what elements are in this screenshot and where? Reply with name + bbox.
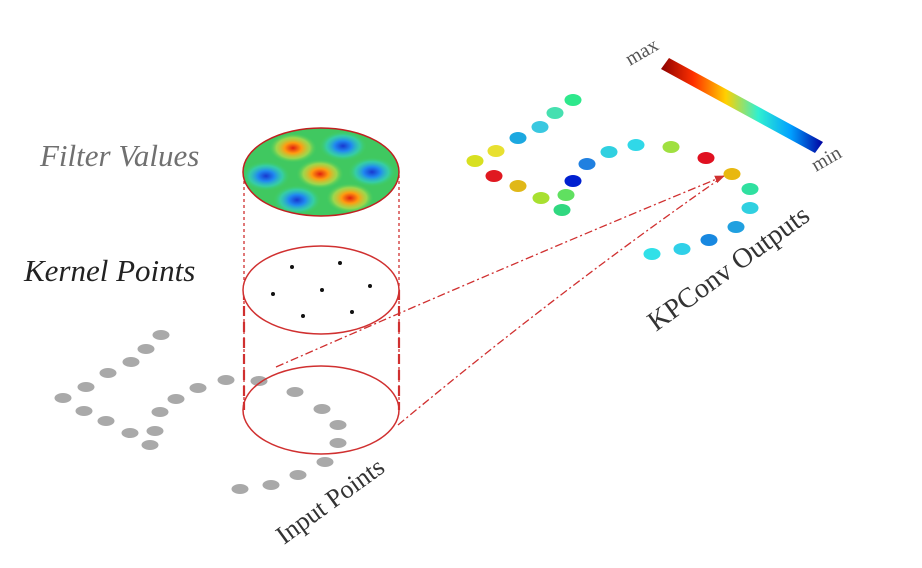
input-point [286, 387, 304, 397]
output-point [727, 221, 745, 233]
filter-hot-spot [296, 159, 344, 189]
output-point [509, 180, 527, 192]
input-neighborhood-disc [242, 365, 400, 455]
filter-cold-spot [348, 157, 396, 187]
output-point [643, 248, 661, 260]
output-point [564, 175, 582, 187]
output-point [697, 152, 715, 164]
filter-cold-spot [243, 161, 290, 191]
output-point [487, 145, 505, 157]
input-point [97, 416, 115, 426]
kernel-points-disc [242, 245, 400, 335]
input-point [141, 440, 159, 450]
input-point [77, 382, 95, 392]
input-point [121, 428, 139, 438]
output-point [600, 146, 618, 158]
input-point [152, 330, 170, 340]
input-point [99, 368, 117, 378]
input-point [189, 383, 207, 393]
projection-arrow-bottom [397, 175, 725, 426]
output-point [673, 243, 691, 255]
filter-cold-spot [319, 131, 367, 161]
output-point [662, 141, 680, 153]
input-point [313, 404, 331, 414]
input-point [122, 357, 140, 367]
colorbar: max min [622, 34, 846, 176]
output-point [723, 168, 741, 180]
input-point [329, 438, 347, 448]
input-point [151, 407, 169, 417]
input-point [250, 376, 268, 386]
input-point [262, 480, 280, 490]
output-point [700, 234, 718, 246]
input-point [329, 420, 347, 430]
input-point [137, 344, 155, 354]
input-points-cloud [54, 330, 347, 494]
output-point [741, 183, 759, 195]
input-points-label: Input Points [270, 452, 389, 550]
filter-hot-spot [269, 133, 317, 163]
kernel-point [320, 288, 324, 292]
filter-cold-spot [273, 185, 321, 215]
output-point [741, 202, 759, 214]
output-point [532, 192, 550, 204]
output-point [557, 189, 575, 201]
input-point [167, 394, 185, 404]
kernel-point [338, 261, 342, 265]
output-point [553, 204, 571, 216]
colorbar-max-label: max [622, 34, 663, 70]
colorbar-bar [661, 58, 823, 153]
output-point [578, 158, 596, 170]
input-point [146, 426, 164, 436]
kernel-point [368, 284, 372, 288]
output-point [509, 132, 527, 144]
output-point [546, 107, 564, 119]
filter-values-label: Filter Values [39, 138, 199, 173]
kernel-point [290, 265, 294, 269]
cylinder [242, 175, 401, 410]
kernel-point [301, 314, 305, 318]
output-point [466, 155, 484, 167]
kernel-point [271, 292, 275, 296]
output-point [564, 94, 582, 106]
output-point [531, 121, 549, 133]
kpconv-outputs-label: KPConv Outputs [642, 200, 816, 338]
kpconv-output-points [466, 94, 759, 260]
filter-hot-spot [326, 183, 374, 213]
input-point [289, 470, 307, 480]
input-point [54, 393, 72, 403]
kernel-points-label: Kernel Points [23, 253, 195, 288]
output-point [627, 139, 645, 151]
input-point [316, 457, 334, 467]
input-point [75, 406, 93, 416]
input-point [217, 375, 235, 385]
output-point [485, 170, 503, 182]
input-point [231, 484, 249, 494]
kernel-point [350, 310, 354, 314]
filter-values-disc [242, 127, 400, 217]
